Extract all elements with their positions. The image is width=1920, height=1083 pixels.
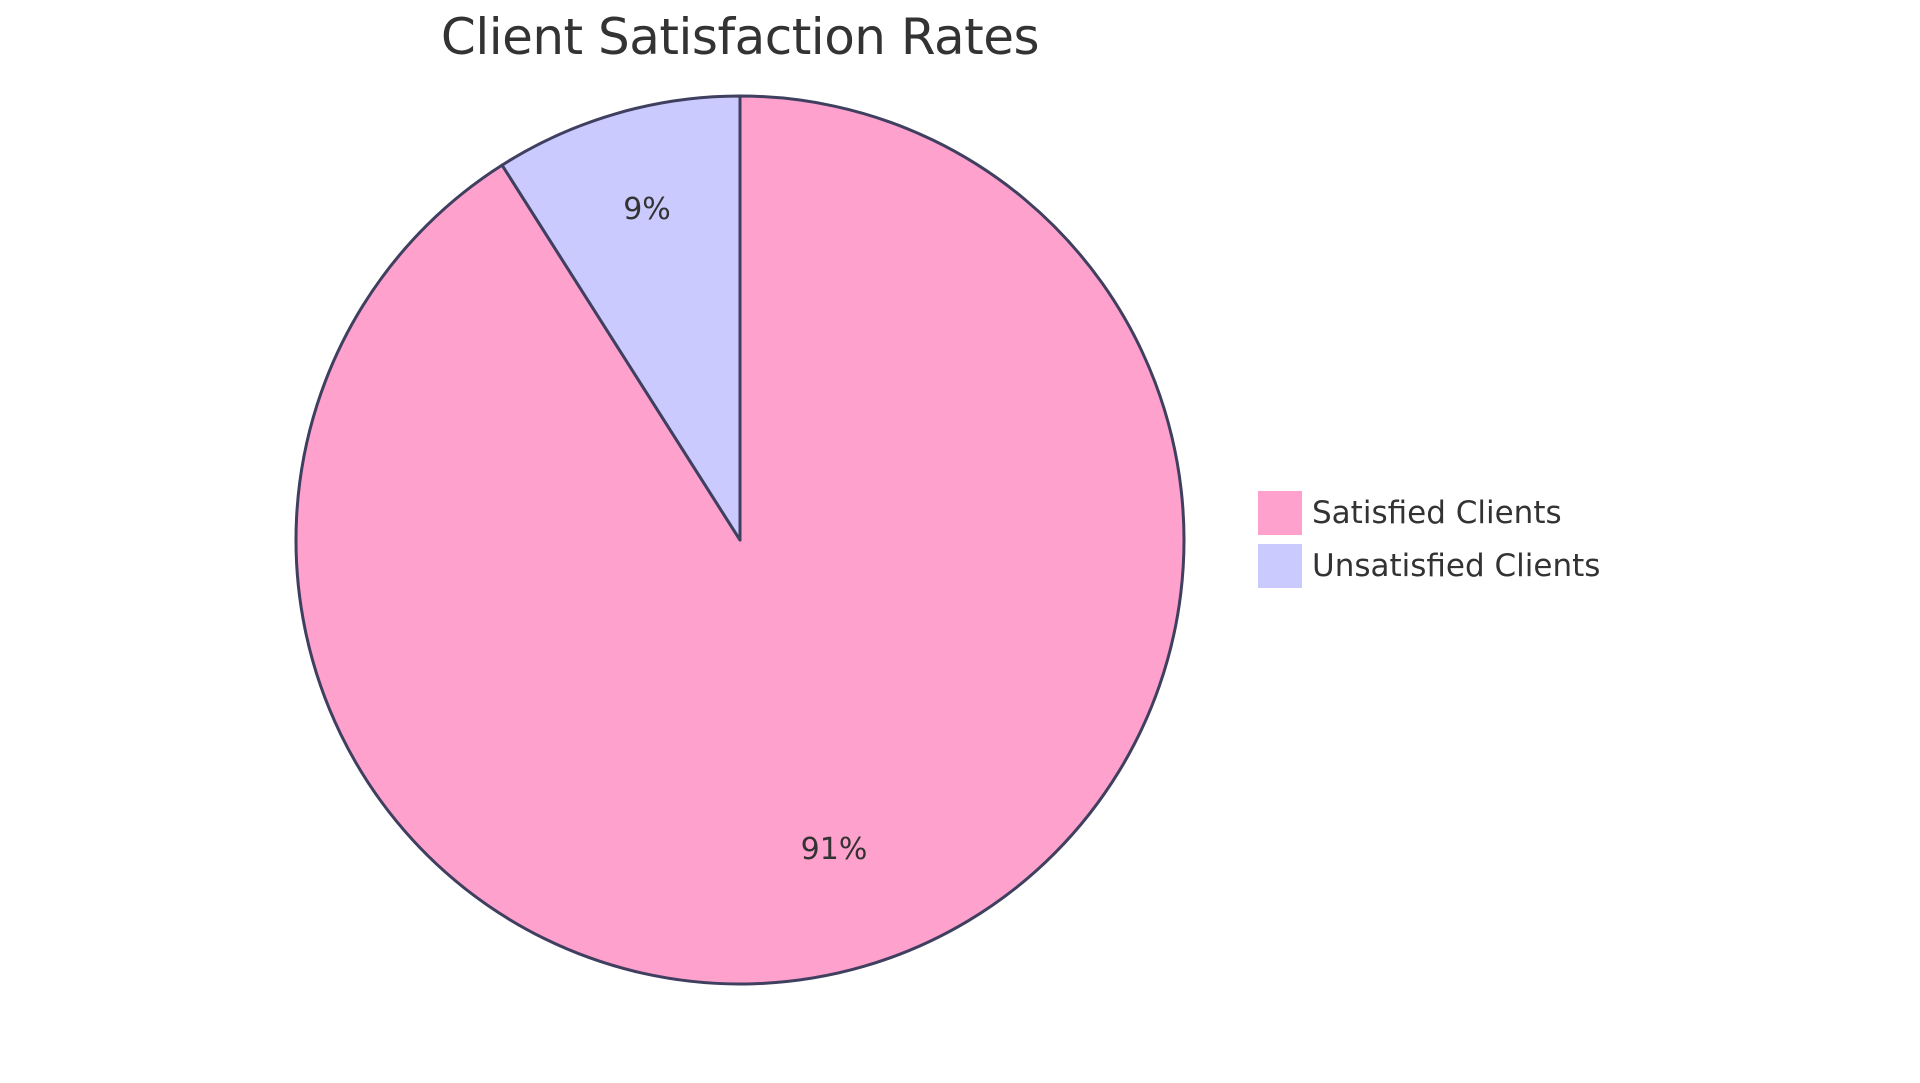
legend-label-satisfied: Satisfied Clients [1312,494,1562,531]
legend-swatch-unsatisfied [1258,543,1302,588]
legend-item-satisfied: Satisfied Clients [1258,486,1600,539]
slice-label-unsatisfied: 9% [623,192,671,227]
legend-swatch-satisfied [1258,490,1302,535]
slice-label-satisfied: 91% [801,832,868,867]
chart-title: Client Satisfaction Rates [440,8,1040,66]
legend-item-unsatisfied: Unsatisfied Clients [1258,539,1600,592]
pie-slice-unsatisfied [500,94,742,542]
legend-label-unsatisfied: Unsatisfied Clients [1312,547,1601,584]
legend: Satisfied Clients Unsatisfied Clients [1258,486,1600,592]
